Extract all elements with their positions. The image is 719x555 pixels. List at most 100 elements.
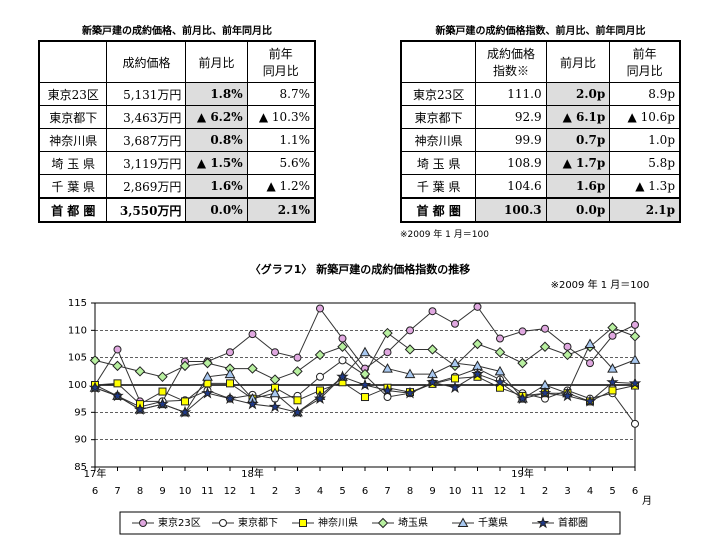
data-point (403, 386, 417, 399)
data-point (471, 367, 484, 380)
table1-title: 新築戸建の成約価格、前月比、前年同月比 (82, 26, 272, 37)
x-group-label: 19年 (511, 467, 534, 480)
data-point (248, 330, 257, 339)
data-point (473, 302, 482, 311)
y-tick-label: 105 (68, 353, 87, 364)
data-point (562, 349, 573, 361)
cell: 1.8% (185, 82, 248, 106)
data-point (516, 392, 529, 404)
data-point (541, 324, 549, 333)
header-cell: 成約価格 指数※ (475, 40, 547, 83)
cell: 0.7p (545, 128, 611, 152)
cell: 3,550万円 (106, 197, 187, 223)
cell: 0.8% (185, 128, 248, 152)
data-point (269, 374, 281, 385)
legend-label: 埼玉県 (398, 516, 428, 529)
x-tick-label: 5 (339, 486, 345, 497)
cell: 111.0 (475, 82, 547, 106)
row: 千 葉 県 2,869万円 1.6% ▲ 1.2% (38, 174, 316, 199)
legend-label: 東京都下 (238, 516, 278, 529)
data-point (383, 393, 392, 402)
cell: ▲ 1.7p (545, 151, 611, 175)
data-point (201, 386, 214, 399)
y-tick-label: 100 (68, 380, 87, 391)
cell: ▲ 10.3% (246, 105, 316, 129)
cell: 東京都下 (38, 105, 108, 129)
data-point (608, 331, 617, 340)
cell: 1.6% (185, 174, 248, 199)
data-point (268, 400, 282, 413)
cell: 108.9 (475, 151, 547, 175)
data-point (223, 392, 237, 404)
data-point (517, 357, 528, 369)
cell: 2,869万円 (106, 174, 187, 199)
x-tick-label: 6 (632, 486, 638, 497)
data-point (181, 397, 189, 406)
data-point (494, 346, 506, 358)
table2-title: 新築戸建の成約価格指数、前月比、前年同月比 (435, 26, 646, 37)
cell: 5,131万円 (106, 82, 187, 106)
x-tick-label: 8 (137, 486, 143, 497)
cell: 8.9p (609, 82, 681, 106)
x-tick-label: 6 (362, 486, 368, 497)
row: 首 都 圏 3,550万円 0.0% 2.1% (38, 197, 316, 223)
cell: 首 都 圏 (400, 197, 477, 223)
cell: 埼 玉 県 (38, 151, 108, 175)
data-point (496, 334, 504, 343)
header-cell: 前年 同月比 (609, 40, 681, 83)
cell: 2.1% (246, 197, 316, 223)
cell: 東京23区 (38, 82, 108, 106)
legend-label: 東京23区 (158, 516, 201, 529)
row: 東京23区 111.0 2.0p 8.9p (400, 82, 681, 106)
y-tick-label: 95 (74, 407, 87, 418)
row: 東京都下 92.9 ▲ 6.1p ▲ 10.6p (400, 105, 681, 129)
data-point (629, 331, 641, 342)
data-point (361, 393, 369, 402)
data-point (426, 375, 439, 388)
data-point (382, 363, 393, 373)
cell: ▲ 10.6p (609, 105, 681, 129)
x-tick-label: 7 (114, 486, 120, 497)
data-point (608, 386, 617, 395)
x-tick-label: 1 (519, 486, 525, 497)
data-point (563, 342, 572, 351)
data-point (494, 365, 506, 376)
legend-marker (377, 517, 389, 529)
data-point (293, 353, 302, 362)
data-point (291, 405, 304, 418)
legend-marker (536, 516, 550, 529)
data-point (404, 368, 416, 379)
x-tick-label: 12 (494, 486, 507, 497)
cell: ▲ 6.2% (185, 105, 248, 129)
data-point (606, 375, 619, 388)
data-point (382, 327, 393, 339)
data-point (472, 338, 483, 350)
data-point (89, 355, 101, 366)
data-point (607, 363, 618, 373)
chart-title: 〈グラフ1〉 新築戸建の成約価格指数の推移 (250, 262, 470, 276)
data-point (583, 394, 597, 407)
x-tick-label: 7 (384, 486, 390, 497)
data-point (88, 381, 102, 394)
cell: 5.6% (246, 151, 316, 175)
data-point (628, 376, 642, 389)
table1: 成約価格 前月比 前年 同月比 東京23区 5,131万円 1.8% 8.7% 東京都下 3,4… (38, 40, 316, 223)
data-point (448, 381, 462, 394)
y-tick-label: 90 (74, 435, 87, 446)
legend-marker (139, 519, 147, 527)
data-point (586, 359, 594, 368)
x-group-label: 18年 (241, 467, 264, 480)
x-tick-label: 12 (224, 486, 237, 497)
data-point (157, 371, 168, 383)
cell: ▲ 1.3p (609, 174, 681, 199)
row: 東京都下 3,463万円 ▲ 6.2% ▲ 10.3% (38, 105, 316, 129)
data-point (631, 320, 639, 329)
data-point (338, 356, 347, 365)
data-point (406, 326, 414, 335)
x-tick-label: 10 (179, 486, 192, 497)
data-point (538, 386, 552, 399)
cell: 8.7% (246, 82, 316, 106)
data-point (134, 366, 146, 377)
x-tick-label: 8 (407, 486, 413, 497)
x-tick-label: 1 (249, 486, 255, 497)
